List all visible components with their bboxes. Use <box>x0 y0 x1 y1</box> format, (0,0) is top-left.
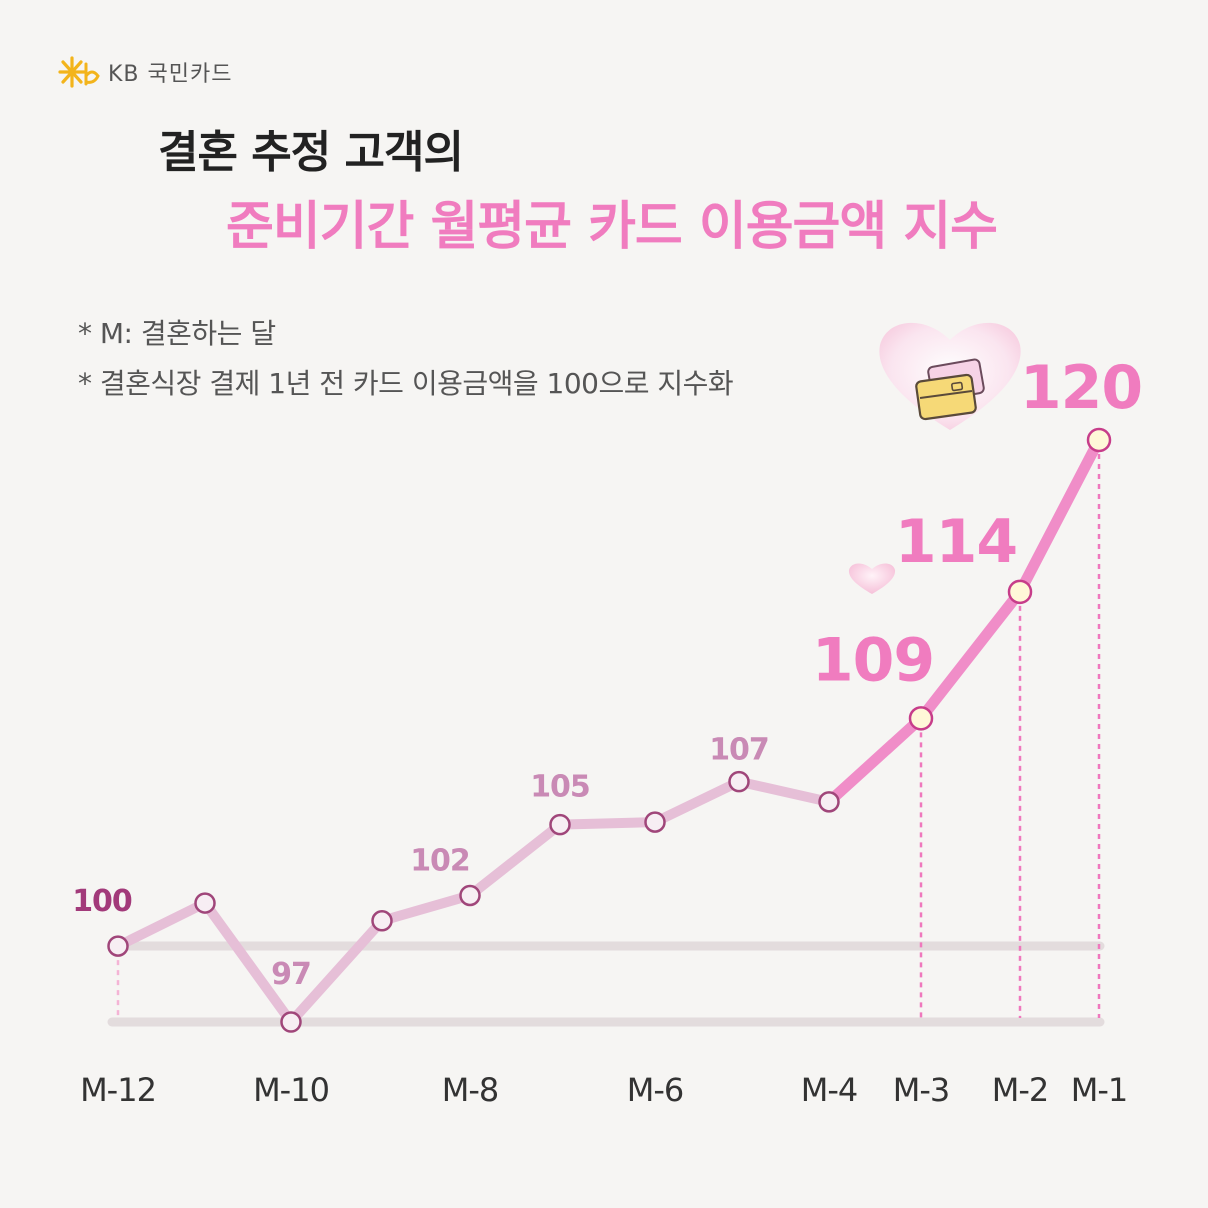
data-point <box>1086 427 1112 453</box>
series-line-segment <box>286 915 387 1027</box>
data-point <box>459 884 481 907</box>
data-point <box>908 706 934 731</box>
data-label: 97 <box>271 957 311 992</box>
x-tick-label: M-10 <box>253 1071 329 1109</box>
logo-text: KB 국민카드 <box>108 62 233 87</box>
series-line-segment <box>200 898 296 1027</box>
series-line-segment <box>915 586 1026 724</box>
data-point <box>280 1011 302 1033</box>
page-title-line2: 준비기간 월평균 카드 이용금액 지수 <box>226 197 998 257</box>
kb-kookmin-card-logo: KB 국민카드 <box>58 54 232 90</box>
small-heart-icon <box>848 563 896 594</box>
data-point <box>1007 579 1033 605</box>
series-line-segment <box>823 712 927 808</box>
note-index-definition: * 결혼식장 결제 1년 전 카드 이용금액을 100으로 지수화 <box>78 367 734 400</box>
x-tick-label: M-2 <box>992 1071 1049 1109</box>
x-tick-label: M-4 <box>801 1071 858 1109</box>
data-point <box>728 770 750 793</box>
x-tick-label: M-12 <box>80 1071 156 1109</box>
note-month-definition: * M: 결혼하는 달 <box>78 317 276 350</box>
x-tick-label: M-6 <box>627 1071 684 1109</box>
data-label: 109 <box>812 625 934 695</box>
data-point <box>549 813 571 836</box>
series-line-segment <box>377 890 475 926</box>
data-point <box>107 935 129 957</box>
series-line-segment <box>113 898 210 952</box>
series-line-segment <box>465 819 565 901</box>
data-point <box>644 811 666 833</box>
series-line-segment <box>555 817 660 830</box>
x-tick-label: M-1 <box>1071 1071 1128 1109</box>
data-point <box>818 791 840 813</box>
credit-card-icon <box>915 358 985 421</box>
series-line-segment <box>1014 434 1105 598</box>
data-label: 105 <box>530 770 590 805</box>
data-label: 120 <box>1020 353 1142 423</box>
kb-star-logo-icon <box>58 56 100 88</box>
data-label: 102 <box>410 843 470 878</box>
x-tick-label: M-3 <box>893 1071 950 1109</box>
page-title-line1: 결혼 추정 고객의 <box>158 127 464 178</box>
data-label: 100 <box>72 884 132 919</box>
data-point <box>371 910 393 932</box>
series-line-segment <box>734 776 834 807</box>
x-tick-label: M-8 <box>442 1071 499 1109</box>
data-label: 107 <box>709 733 769 768</box>
data-point <box>194 892 216 914</box>
data-label: 114 <box>895 507 1017 577</box>
series-line-segment <box>650 776 744 828</box>
